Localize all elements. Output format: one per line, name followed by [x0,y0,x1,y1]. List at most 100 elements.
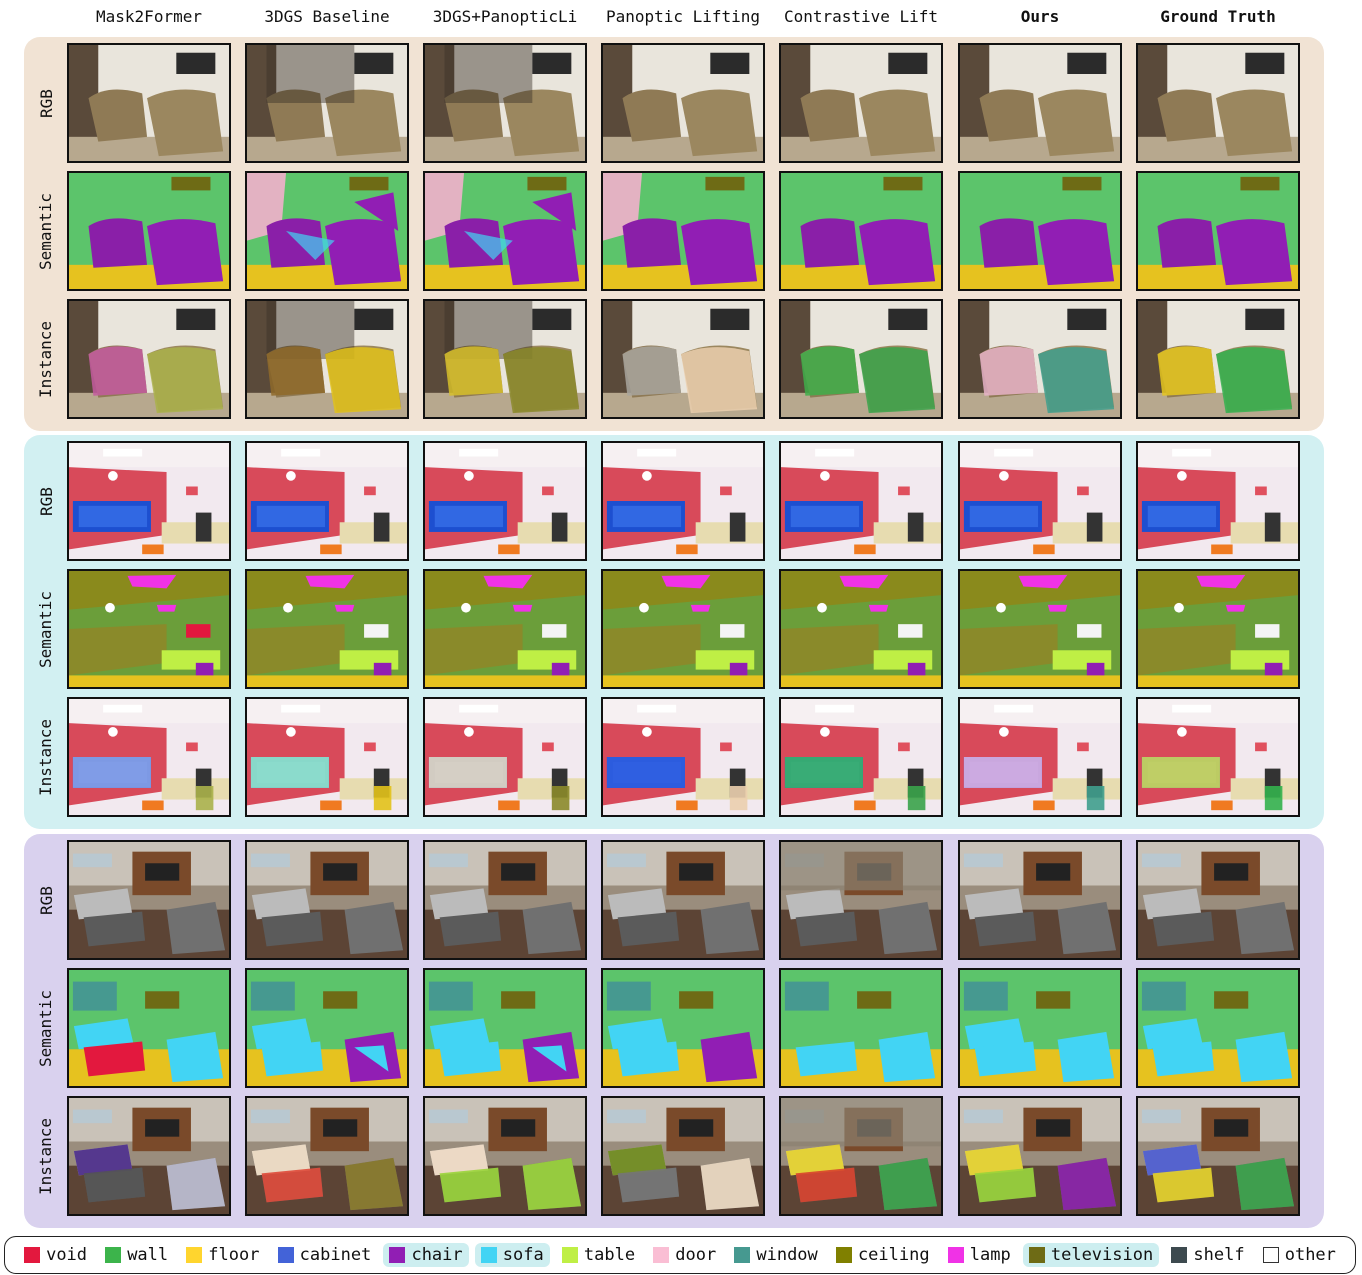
scene-image [781,1098,941,1214]
tile-instance-4 [779,697,943,817]
legend-swatch [389,1247,406,1263]
scene-image [781,970,941,1086]
scene-image [1138,173,1298,289]
scene-image [960,970,1120,1086]
scene-image [960,699,1120,815]
legend-item-void: void [18,1243,93,1267]
scene-image [960,45,1120,161]
legend-label: sofa [502,1245,544,1265]
tile-instance-2 [423,1096,587,1216]
row-label-instance: Instance [26,1096,66,1216]
row-label-semantic: Semantic [26,171,66,291]
legend-swatch [1028,1247,1045,1263]
tile-semantic-5 [958,171,1122,291]
tile-instance-4 [779,299,943,419]
tile-rgb-4 [779,441,943,561]
row-label-text: Semantic [36,590,56,668]
scene-image [781,443,941,559]
tile-semantic-1 [245,569,409,689]
scene-image [603,45,763,161]
tile-rgb-6 [1136,43,1300,163]
legend-item-floor: floor [180,1243,265,1267]
legend-label: table [583,1245,636,1265]
tile-semantic-2 [423,171,587,291]
scene-image [1138,970,1298,1086]
legend-label: void [46,1245,88,1265]
scene-image [960,1098,1120,1214]
column-header-3: Panoptic Lifting [605,7,761,26]
tile-instance-1 [245,299,409,419]
scene-image [960,842,1120,958]
scene-image [247,301,407,417]
tile-rgb-4 [779,840,943,960]
row-label-text: Semantic [36,192,56,270]
tile-semantic-2 [423,569,587,689]
legend-item-other: other [1257,1243,1342,1267]
legend-label: window [756,1245,818,1265]
tile-semantic-1 [245,968,409,1088]
tile-rgb-1 [245,441,409,561]
scene-image [781,173,941,289]
tile-rgb-1 [245,840,409,960]
row-label-text: Instance [36,718,56,796]
tile-instance-1 [245,697,409,817]
tile-rgb-2 [423,441,587,561]
legend-item-window: window [728,1243,823,1267]
legend-label: cabinet [299,1245,372,1265]
legend-label: other [1284,1245,1336,1265]
tile-rgb-1 [245,43,409,163]
tile-rgb-0 [67,840,231,960]
tile-semantic-4 [779,968,943,1088]
column-header-5: Ours [1020,7,1060,26]
legend-swatch [24,1247,41,1263]
legend-swatch [734,1247,751,1263]
scene-image [960,571,1120,687]
tile-instance-0 [67,1096,231,1216]
scene-image [425,443,585,559]
scene-image [425,173,585,289]
row-label-semantic: Semantic [26,968,66,1088]
row-label-rgb: RGB [26,840,66,960]
scene-image [425,699,585,815]
scene-image [781,301,941,417]
legend-item-table: table [556,1243,641,1267]
tile-rgb-2 [423,840,587,960]
scene-image [69,45,229,161]
scene-image [247,443,407,559]
legend-label: television [1050,1245,1154,1265]
scene-image [781,699,941,815]
legend-item-ceiling: ceiling [830,1243,936,1267]
legend-label: lamp [969,1245,1011,1265]
scene-image [425,1098,585,1214]
scene-image [960,173,1120,289]
row-label-semantic: Semantic [26,569,66,689]
tile-rgb-0 [67,43,231,163]
scene-image [1138,699,1298,815]
scene-image [247,970,407,1086]
row-label-rgb: RGB [26,441,66,561]
scene-image [69,301,229,417]
column-header-6: Ground Truth [1160,7,1276,26]
tile-instance-2 [423,299,587,419]
tile-instance-3 [601,299,765,419]
legend-item-shelf: shelf [1165,1243,1250,1267]
tile-instance-6 [1136,299,1300,419]
tile-instance-2 [423,697,587,817]
tile-semantic-3 [601,968,765,1088]
tile-rgb-6 [1136,840,1300,960]
row-label-text: Instance [36,320,56,398]
tile-rgb-5 [958,441,1122,561]
legend-swatch [835,1247,852,1263]
scene-image [425,970,585,1086]
tile-instance-6 [1136,1096,1300,1216]
legend-item-lamp: lamp [942,1243,1017,1267]
legend-label: door [675,1245,717,1265]
scene-image [603,1098,763,1214]
scene-image [781,571,941,687]
scene-image [603,842,763,958]
tile-rgb-3 [601,441,765,561]
scene-image [960,301,1120,417]
scene-image [247,699,407,815]
scene-image [247,173,407,289]
tile-instance-5 [958,697,1122,817]
